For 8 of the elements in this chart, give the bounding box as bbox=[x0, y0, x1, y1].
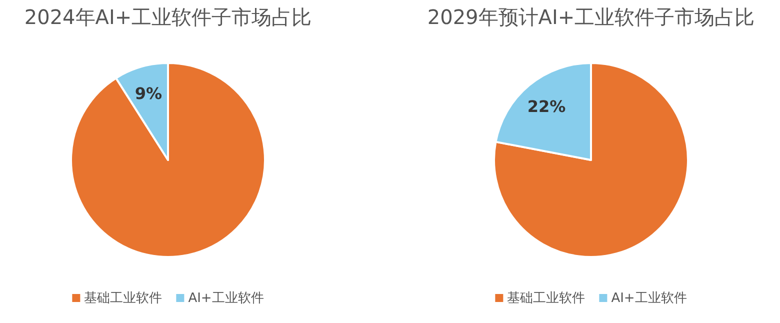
chart-title: 2024年AI+工业软件子市场占比 bbox=[24, 5, 312, 29]
data-label: 22% bbox=[527, 97, 566, 116]
legend-label: AI+工业软件 bbox=[611, 291, 687, 306]
legend-label: AI+工业软件 bbox=[188, 291, 264, 306]
chart-title: 2029年预计AI+工业软件子市场占比 bbox=[427, 5, 755, 29]
legend-label: 基础工业软件 bbox=[507, 291, 586, 306]
data-label: 9% bbox=[134, 84, 162, 103]
legend-label: 基础工业软件 bbox=[84, 291, 162, 306]
